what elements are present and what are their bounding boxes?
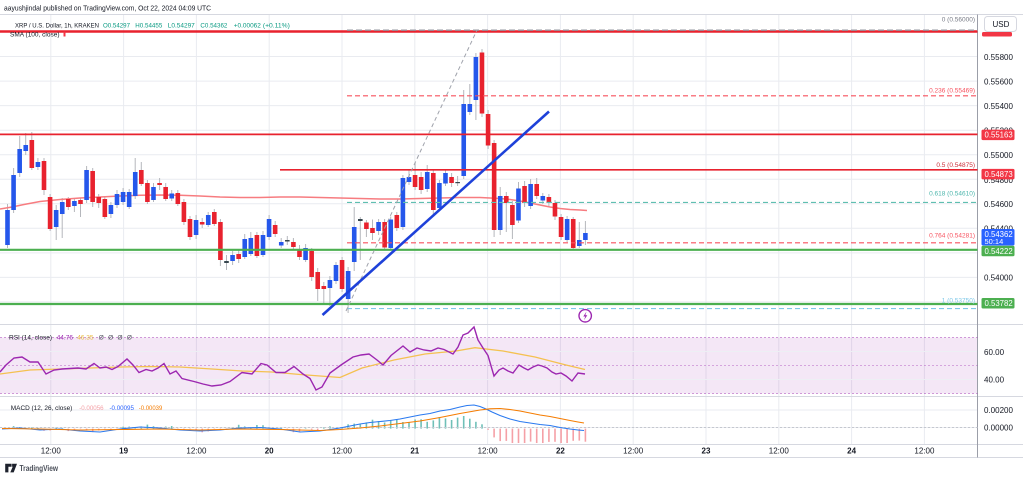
svg-text:12:00: 12:00 — [623, 447, 644, 456]
svg-text:0.618 (0.54610): 0.618 (0.54610) — [929, 191, 975, 198]
svg-text:RSI (14, close): RSI (14, close) — [9, 335, 52, 342]
svg-text:0.55800: 0.55800 — [984, 53, 1013, 62]
svg-text:0.54000: 0.54000 — [984, 273, 1013, 282]
svg-text:SMA (100, close): SMA (100, close) — [10, 32, 60, 39]
svg-text:0.54600: 0.54600 — [984, 200, 1013, 209]
svg-text:24: 24 — [847, 447, 856, 456]
svg-text:12:00: 12:00 — [478, 447, 499, 456]
svg-text:L0.54297: L0.54297 — [168, 23, 195, 30]
svg-text:12:00: 12:00 — [769, 447, 790, 456]
svg-text:-0.00039: -0.00039 — [139, 405, 163, 412]
svg-text:+0.00062: +0.00062 — [234, 23, 261, 30]
svg-text:Ø: Ø — [127, 335, 132, 342]
svg-text:TradingView: TradingView — [20, 463, 59, 473]
svg-text:19: 19 — [119, 447, 128, 456]
svg-text:0.764 (0.54281): 0.764 (0.54281) — [929, 233, 975, 240]
svg-text:-0.00056: -0.00056 — [79, 405, 104, 412]
svg-text:46.35: 46.35 — [77, 335, 94, 342]
svg-text:0.54873: 0.54873 — [985, 170, 1013, 179]
svg-text:MACD (12, 26, close): MACD (12, 26, close) — [11, 405, 73, 412]
svg-text:0 (0.56000): 0 (0.56000) — [942, 17, 975, 24]
svg-text:0.55163: 0.55163 — [985, 131, 1013, 140]
svg-text:44.76: 44.76 — [57, 335, 74, 342]
svg-text:Ø: Ø — [99, 335, 104, 342]
svg-text:Ø: Ø — [108, 335, 113, 342]
svg-text:23: 23 — [702, 447, 711, 456]
svg-text:-0.00095: -0.00095 — [110, 405, 135, 412]
svg-text:0.54400: 0.54400 — [984, 224, 1013, 233]
svg-text:40.00: 40.00 — [984, 375, 1005, 384]
svg-text:aayushjindal published on Trad: aayushjindal published on TradingView.co… — [4, 6, 211, 13]
svg-text:0.55600: 0.55600 — [984, 77, 1013, 86]
svg-text:0.5 (0.54875): 0.5 (0.54875) — [936, 162, 975, 169]
svg-text:XRP / U.S. Dollar, 1h, KRAKEN: XRP / U.S. Dollar, 1h, KRAKEN — [15, 23, 99, 30]
svg-text:C0.54362: C0.54362 — [200, 23, 227, 30]
svg-text:(+0.11%): (+0.11%) — [263, 23, 290, 30]
svg-text:0.00000: 0.00000 — [984, 423, 1013, 432]
svg-text:0.00200: 0.00200 — [984, 406, 1013, 415]
svg-text:20: 20 — [265, 447, 274, 456]
svg-text:1 (0.53750): 1 (0.53750) — [942, 298, 975, 305]
svg-text:USD: USD — [993, 20, 1010, 29]
svg-text:O0.54297: O0.54297 — [103, 23, 130, 30]
svg-text:0.54800: 0.54800 — [984, 176, 1013, 185]
svg-text:50:14: 50:14 — [985, 237, 1004, 246]
svg-text:0.236 (0.55469): 0.236 (0.55469) — [929, 88, 975, 95]
svg-text:12:00: 12:00 — [41, 447, 62, 456]
svg-text:0.54222: 0.54222 — [985, 247, 1013, 256]
svg-text:0.54362: 0.54362 — [985, 230, 1013, 239]
svg-text:Ø: Ø — [118, 335, 123, 342]
svg-text:0.55400: 0.55400 — [984, 102, 1013, 111]
svg-text:H0.54455: H0.54455 — [135, 23, 162, 30]
svg-text:0.55000: 0.55000 — [984, 151, 1013, 160]
svg-text:21: 21 — [410, 447, 419, 456]
svg-text:12:00: 12:00 — [914, 447, 935, 456]
svg-text:0.53782: 0.53782 — [985, 299, 1013, 308]
svg-text:12:00: 12:00 — [186, 447, 207, 456]
svg-text:60.00: 60.00 — [984, 348, 1005, 357]
svg-text:22: 22 — [556, 447, 565, 456]
svg-text:12:00: 12:00 — [332, 447, 353, 456]
